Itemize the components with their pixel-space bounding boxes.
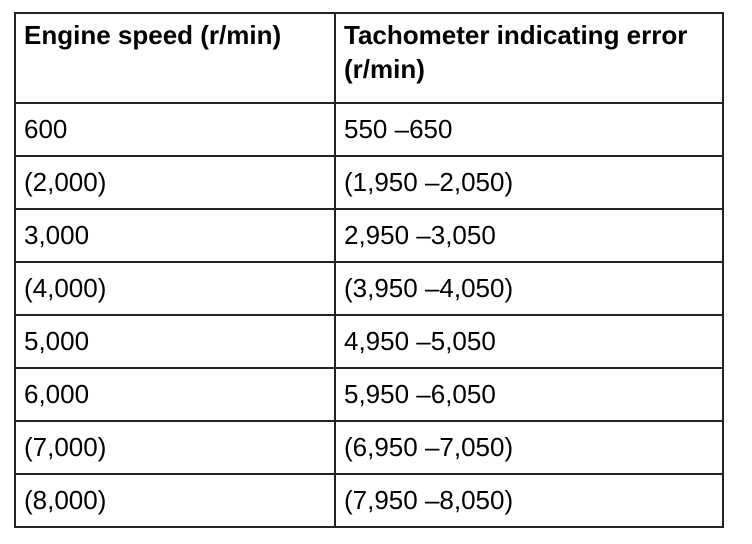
table-row: (8,000) (7,950 –8,050): [14, 473, 724, 528]
table-cell: (6,950 –7,050): [334, 420, 724, 475]
table-row: (7,000) (6,950 –7,050): [14, 420, 724, 475]
table-row: (4,000) (3,950 –4,050): [14, 261, 724, 316]
header-cell: Tachometer indicating error (r/min): [334, 12, 724, 104]
table-cell: 6,000: [14, 367, 336, 422]
table-cell: 3,000: [14, 208, 336, 263]
table-header: Engine speed (r/min) Tachometer indicati…: [14, 12, 724, 104]
table-row: 5,000 4,950 –5,050: [14, 314, 724, 369]
header-row: Engine speed (r/min) Tachometer indicati…: [14, 12, 724, 104]
table-cell: (4,000): [14, 261, 336, 316]
table-cell: 2,950 –3,050: [334, 208, 724, 263]
table-cell: (8,000): [14, 473, 336, 528]
table-cell: (3,950 –4,050): [334, 261, 724, 316]
table-cell: 600: [14, 102, 336, 157]
table-cell: (7,000): [14, 420, 336, 475]
table-cell: 5,950 –6,050: [334, 367, 724, 422]
data-table: Engine speed (r/min) Tachometer indicati…: [14, 12, 724, 528]
table-row: 600 550 –650: [14, 102, 724, 157]
table-cell: 5,000: [14, 314, 336, 369]
table-cell: (2,000): [14, 155, 336, 210]
table-row: 3,000 2,950 –3,050: [14, 208, 724, 263]
table-cell: 550 –650: [334, 102, 724, 157]
table-body: 600 550 –650 (2,000) (1,950 –2,050) 3,000 2,9…: [14, 102, 724, 528]
table-cell: (7,950 –8,050): [334, 473, 724, 528]
table-row: 6,000 5,950 –6,050: [14, 367, 724, 422]
header-cell: Engine speed (r/min): [14, 12, 336, 104]
table-row: (2,000) (1,950 –2,050): [14, 155, 724, 210]
table-cell: (1,950 –2,050): [334, 155, 724, 210]
table-cell: 4,950 –5,050: [334, 314, 724, 369]
